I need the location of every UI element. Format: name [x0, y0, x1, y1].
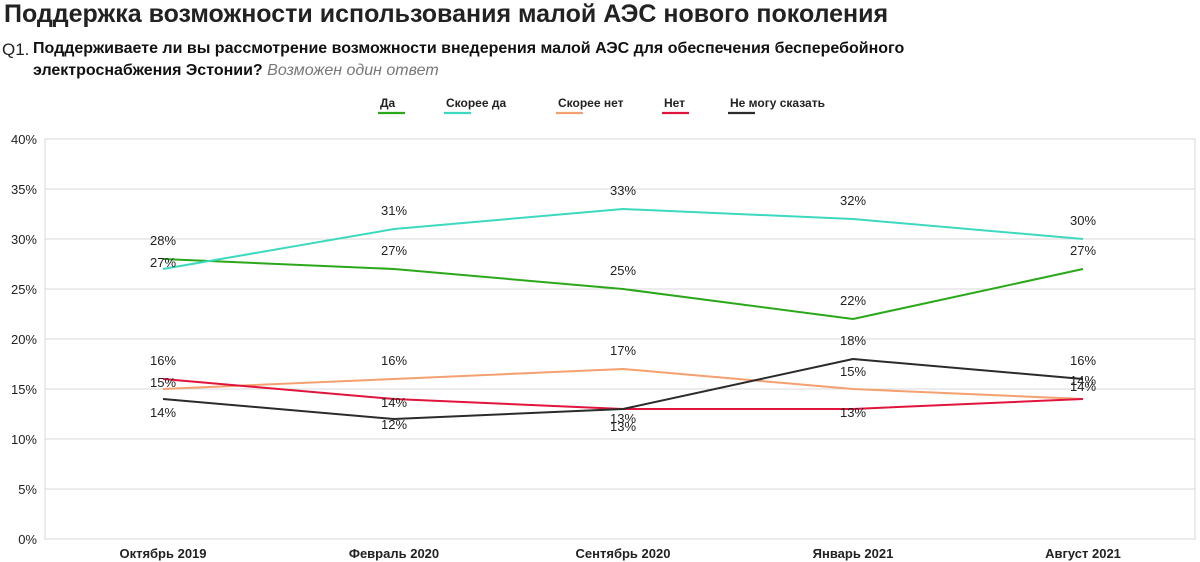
legend-label: Нет	[664, 96, 685, 110]
x-category-label: Январь 2021	[813, 546, 894, 561]
data-label: 15%	[150, 375, 176, 390]
x-category-label: Октябрь 2019	[119, 546, 206, 561]
data-label: 16%	[1070, 353, 1096, 368]
data-label: 27%	[150, 255, 176, 270]
legend-label: Скорее да	[446, 96, 506, 110]
question-text-line2-main: электроснабжения Эстонии?	[33, 62, 263, 79]
series-line	[162, 258, 1084, 320]
data-label: 14%	[381, 395, 407, 410]
y-tick-label: 30%	[11, 232, 37, 247]
data-label: 18%	[840, 333, 866, 348]
legend-label: Не могу сказать	[730, 96, 825, 110]
data-label: 25%	[610, 263, 636, 278]
data-label: 13%	[610, 419, 636, 434]
y-tick-label: 35%	[11, 182, 37, 197]
x-category-label: Сентябрь 2020	[576, 546, 671, 561]
data-label: 14%	[1070, 373, 1096, 388]
question-text-line2: электроснабжения Эстонии? Возможен один …	[33, 62, 439, 80]
data-label: 13%	[840, 405, 866, 420]
data-label: 27%	[381, 243, 407, 258]
series-line	[162, 358, 1084, 420]
series-line	[162, 368, 1084, 400]
data-label: 17%	[610, 343, 636, 358]
data-label: 31%	[381, 203, 407, 218]
data-label: 12%	[381, 417, 407, 432]
data-label: 15%	[840, 364, 866, 379]
data-label: 32%	[840, 193, 866, 208]
data-label: 30%	[1070, 213, 1096, 228]
y-tick-label: 20%	[11, 332, 37, 347]
data-label: 27%	[1070, 243, 1096, 258]
x-category-label: Август 2021	[1045, 546, 1121, 561]
legend-label: Да	[380, 96, 396, 110]
chart-title: Поддержка возможности использования мало…	[4, 0, 889, 28]
data-label: 16%	[150, 353, 176, 368]
y-tick-label: 25%	[11, 282, 37, 297]
question-number: Q1.	[2, 40, 30, 59]
data-label: 13%	[610, 411, 636, 426]
answer-note: Возможен один ответ	[267, 62, 439, 79]
y-tick-label: 10%	[11, 432, 37, 447]
y-tick-label: 15%	[11, 382, 37, 397]
x-category-label: Февраль 2020	[349, 546, 439, 561]
question-text-line1: Поддерживаете ли вы рассмотрение возможн…	[33, 40, 905, 57]
y-tick-label: 0%	[18, 532, 37, 547]
legend-label: Скорее нет	[558, 96, 624, 110]
data-label: 33%	[610, 183, 636, 198]
series-line	[162, 208, 1084, 270]
data-label: 14%	[1070, 379, 1096, 394]
data-label: 22%	[840, 293, 866, 308]
y-tick-label: 5%	[18, 482, 37, 497]
data-label: 14%	[150, 405, 176, 420]
data-label: 28%	[150, 233, 176, 248]
data-label: 16%	[381, 353, 407, 368]
y-tick-label: 40%	[11, 132, 37, 147]
